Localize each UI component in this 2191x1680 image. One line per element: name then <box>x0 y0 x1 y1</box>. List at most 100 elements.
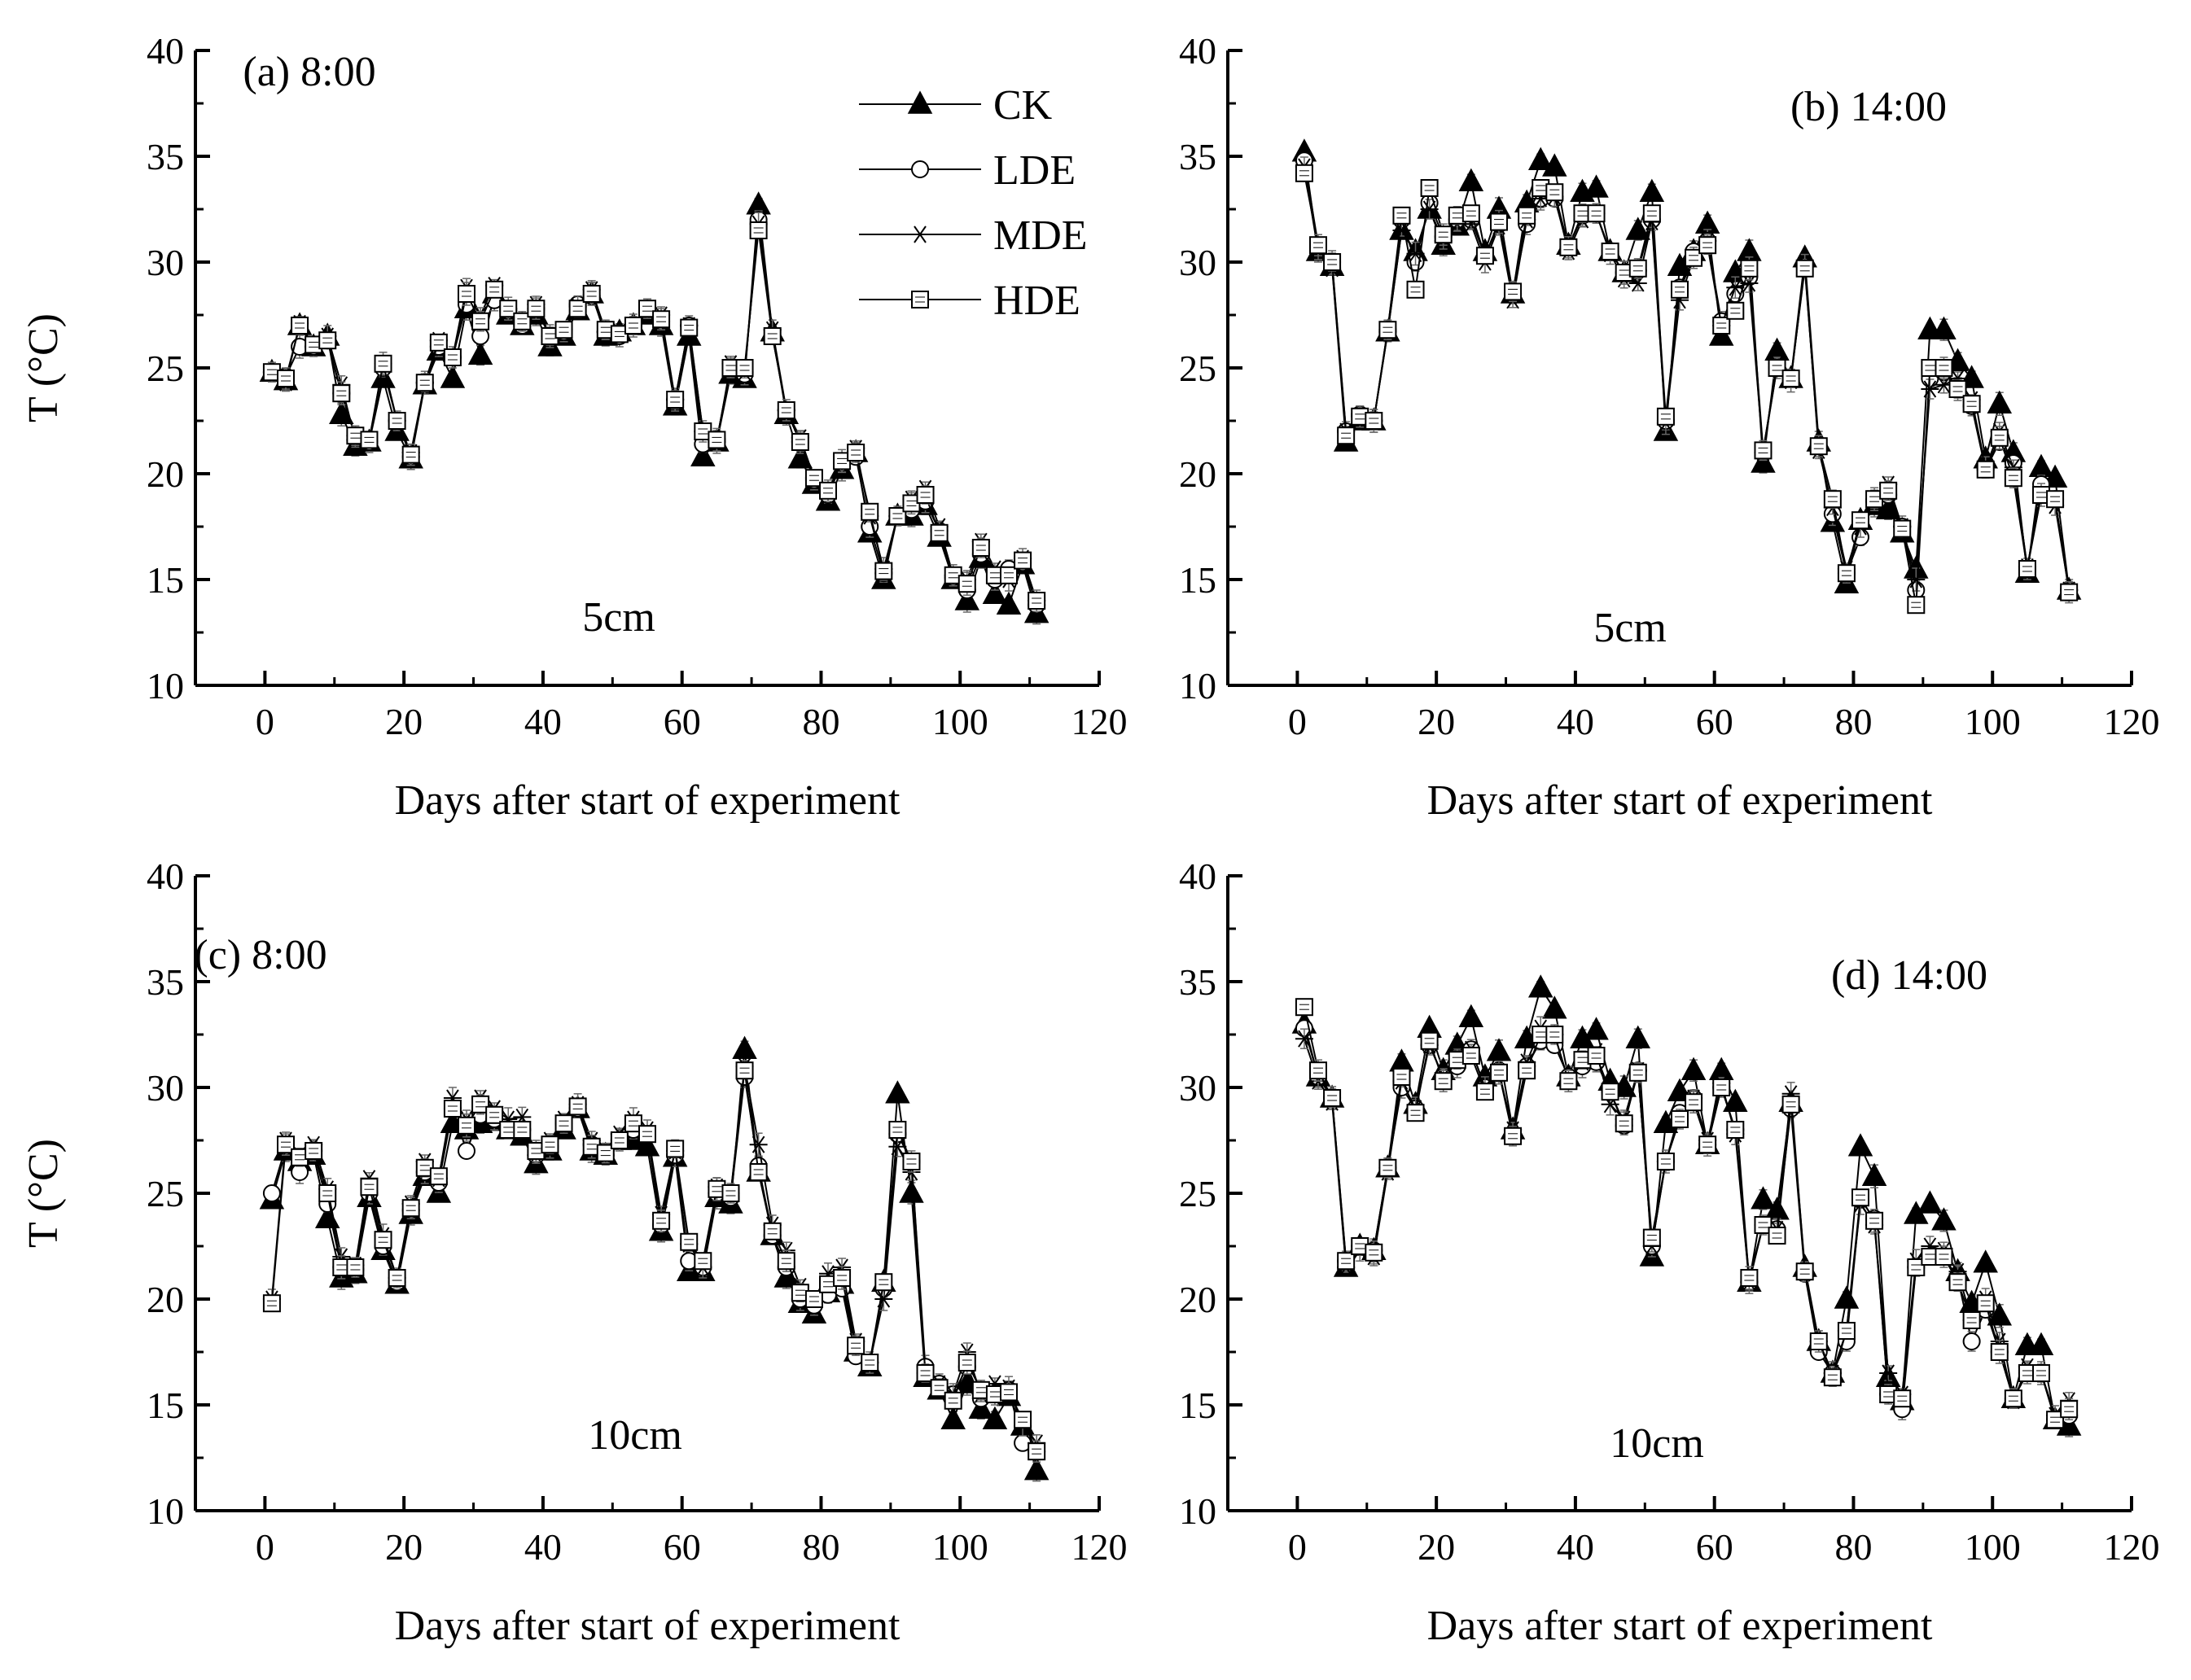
data-point-ck <box>940 1406 966 1429</box>
data-point-hde <box>763 1222 782 1240</box>
data-point-hde <box>1962 1311 1981 1329</box>
data-point-ck <box>1751 1186 1776 1210</box>
data-point-hde <box>1948 380 1967 398</box>
data-point-hde <box>680 318 699 337</box>
data-point-hde <box>1406 280 1425 299</box>
y-tick-label: 15 <box>1179 559 1216 601</box>
data-point-hde <box>360 431 379 449</box>
data-point-hde <box>2060 1400 2079 1419</box>
data-point-hde <box>1948 1273 1967 1292</box>
data-point-ck <box>1542 153 1567 177</box>
y-tick-label: 25 <box>1179 1173 1216 1214</box>
data-point-ck <box>1987 1302 2013 1326</box>
data-point-hde <box>902 494 921 513</box>
x-tick-label: 120 <box>2104 701 2160 742</box>
data-point-hde <box>1754 1216 1773 1234</box>
data-point-hde <box>1907 596 1926 615</box>
data-point-hde <box>1365 412 1383 430</box>
data-point-hde <box>1656 1153 1675 1170</box>
chart-panel-c: 10 15 20 25 30 35 40 0 20 40 60 80 100 120 Days after … <box>20 855 1128 1649</box>
x-axis-title: Days after start of experiment <box>1427 1603 1933 1649</box>
data-point-hde <box>318 1184 337 1202</box>
data-point-hde <box>568 300 587 318</box>
data-point-hde <box>471 312 490 330</box>
y-tick-label: 30 <box>147 242 184 283</box>
data-point-hde <box>1461 1047 1480 1065</box>
data-point-hde <box>1976 1294 1995 1313</box>
legend-label: HDE <box>993 278 1080 324</box>
data-point-hde <box>1028 592 1046 610</box>
data-point-hde <box>1795 1262 1814 1281</box>
data-point-hde <box>1726 1121 1745 1139</box>
depth-annotation: 10cm <box>1610 1420 1704 1467</box>
data-point-hde <box>804 469 823 488</box>
data-point-hde <box>1837 564 1856 583</box>
data-point-hde <box>318 331 337 350</box>
data-point-hde <box>1642 204 1661 223</box>
data-point-hde <box>1559 1072 1578 1091</box>
data-point-hde <box>1028 1442 1046 1461</box>
data-point-hde <box>624 317 642 335</box>
data-point-hde <box>680 1232 699 1251</box>
data-point-hde <box>1295 164 1313 182</box>
data-point-hde <box>554 1114 573 1133</box>
data-point-hde <box>777 1252 795 1271</box>
legend-label: MDE <box>993 212 1088 259</box>
data-point-hde <box>1337 427 1356 445</box>
data-point-hde <box>1392 1068 1411 1086</box>
y-tick-label: 20 <box>1179 453 1216 495</box>
data-point-hde <box>415 374 434 392</box>
y-axis-title: T (°C) <box>20 1139 67 1248</box>
data-point-hde <box>1615 1114 1633 1133</box>
data-point-hde <box>666 391 685 409</box>
data-point-ck <box>1931 1207 1957 1231</box>
data-point-hde <box>1000 1383 1018 1402</box>
asterisk-icon <box>911 225 929 243</box>
y-tick-label: 35 <box>1179 136 1216 177</box>
x-axis-title: Days after start of experiment <box>1427 777 1933 824</box>
data-point-hde <box>1893 1389 1912 1408</box>
data-point-hde <box>944 1391 962 1410</box>
data-point-hde <box>652 310 671 329</box>
y-axis-title: T (°C) <box>20 313 67 422</box>
data-point-ck <box>1680 1057 1707 1080</box>
x-tick-label: 100 <box>1965 701 2021 742</box>
data-point-hde <box>916 486 935 504</box>
data-point-hde <box>2004 469 2022 488</box>
y-tick-label: 35 <box>147 961 184 1003</box>
data-point-hde <box>1406 1104 1425 1122</box>
depth-annotation: 5cm <box>582 594 655 641</box>
data-point-hde <box>1392 206 1411 225</box>
data-point-hde <box>429 333 448 352</box>
data-point-ck <box>899 1179 924 1203</box>
x-tick-label: 40 <box>524 1526 562 1568</box>
data-point-hde <box>1559 238 1578 256</box>
y-tick-label: 10 <box>1179 665 1216 707</box>
x-axis-title: Days after start of experiment <box>395 1603 901 1649</box>
data-point-hde <box>1490 1063 1508 1082</box>
y-tick-label: 25 <box>147 1173 184 1214</box>
data-point-hde <box>1434 1072 1453 1091</box>
data-point-hde <box>610 1131 629 1149</box>
data-point-hde <box>541 1135 559 1154</box>
data-point-hde <box>1935 359 1953 377</box>
x-axis-title: Days after start of experiment <box>395 777 901 824</box>
data-point-ck <box>1834 1285 1860 1309</box>
series-hde <box>262 221 1046 612</box>
data-point-ck <box>1639 178 1665 202</box>
data-point-ck <box>1584 174 1609 198</box>
data-point-hde <box>1879 481 1898 500</box>
data-point-hde <box>902 1153 921 1170</box>
data-point-ck <box>1625 217 1651 240</box>
data-point-hde <box>638 300 656 318</box>
data-point-hde <box>568 1097 587 1116</box>
series-hde <box>1295 998 2079 1429</box>
data-point-hde <box>1545 183 1564 202</box>
data-point-hde <box>1795 259 1814 278</box>
data-point-hde <box>1309 1061 1327 1080</box>
data-point-hde <box>930 1379 949 1398</box>
data-point-hde <box>1518 206 1536 225</box>
depth-annotation: 10cm <box>588 1412 682 1459</box>
data-point-hde <box>429 1167 448 1186</box>
data-point-ck <box>982 580 1008 604</box>
